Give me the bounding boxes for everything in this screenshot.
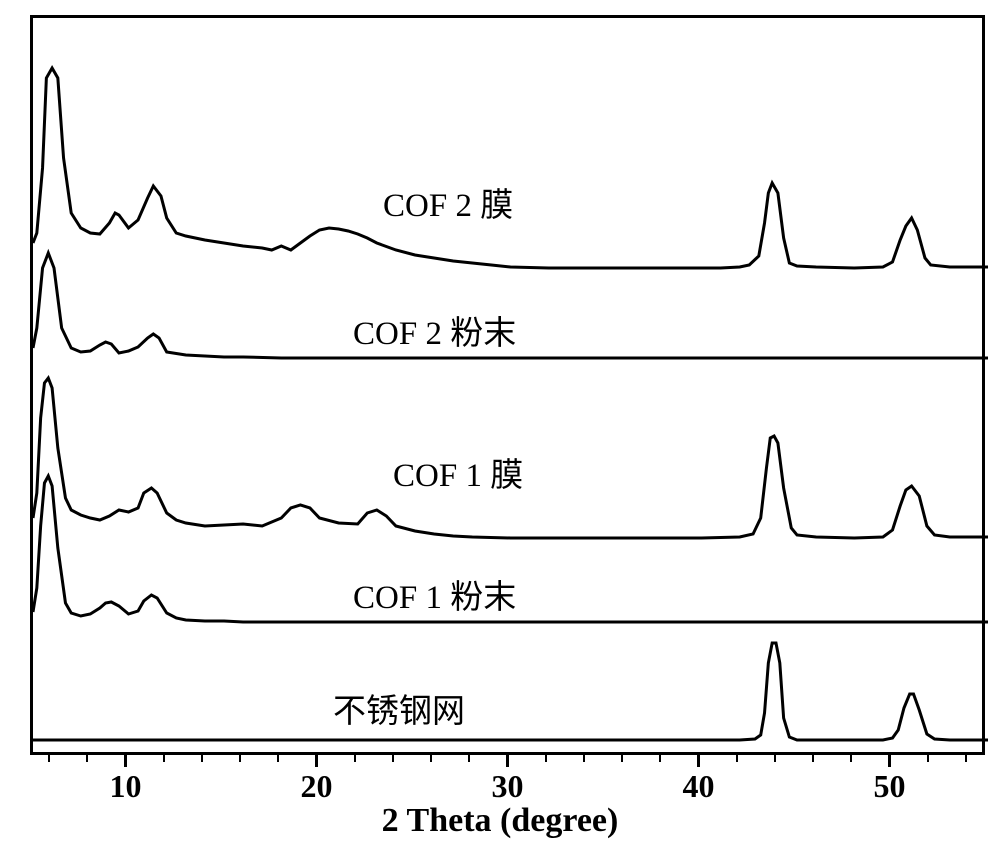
- curve-label-1: COF 2 粉末: [353, 306, 516, 354]
- x-tick-minor: [392, 755, 394, 762]
- curve-0: [33, 68, 988, 268]
- x-tick-minor: [583, 755, 585, 762]
- x-tick-label: 20: [301, 768, 333, 805]
- x-tick-label: 30: [492, 768, 524, 805]
- x-axis-labels: 1020304050: [30, 768, 985, 798]
- x-tick-minor: [927, 755, 929, 762]
- x-tick-minor: [850, 755, 852, 762]
- x-axis-title: 2 Theta (degree): [0, 802, 1000, 840]
- x-tick-minor: [621, 755, 623, 762]
- x-tick-minor: [812, 755, 814, 762]
- x-tick-label: 40: [683, 768, 715, 805]
- curve-label-4: 不锈钢网: [333, 684, 465, 732]
- curve-4: [33, 643, 988, 740]
- x-tick-minor: [86, 755, 88, 762]
- x-tick-minor: [468, 755, 470, 762]
- x-tick-minor: [201, 755, 203, 762]
- x-tick-minor: [659, 755, 661, 762]
- x-tick-minor: [965, 755, 967, 762]
- x-tick: [315, 755, 318, 767]
- curve-label-0: COF 2 膜: [383, 178, 513, 226]
- x-tick-minor: [48, 755, 50, 762]
- x-tick-label: 50: [874, 768, 906, 805]
- x-tick-minor: [545, 755, 547, 762]
- x-tick: [888, 755, 891, 767]
- xrd-chart: COF 2 膜COF 2 粉末COF 1 膜COF 1 粉末不锈钢网 10203…: [0, 0, 1000, 844]
- curve-label-2: COF 1 膜: [393, 448, 523, 496]
- curve-label-3: COF 1 粉末: [353, 570, 516, 618]
- x-tick: [506, 755, 509, 767]
- x-tick: [124, 755, 127, 767]
- x-tick-minor: [277, 755, 279, 762]
- x-tick-minor: [774, 755, 776, 762]
- x-tick-minor: [354, 755, 356, 762]
- x-tick-minor: [430, 755, 432, 762]
- x-tick-minor: [239, 755, 241, 762]
- x-tick-minor: [736, 755, 738, 762]
- x-tick-label: 10: [110, 768, 142, 805]
- plot-area: COF 2 膜 COF 2 粉末 COF 1 膜 COF 1 粉末不锈钢网: [30, 15, 985, 755]
- x-tick-minor: [163, 755, 165, 762]
- curves-svg: [33, 18, 988, 758]
- x-tick: [697, 755, 700, 767]
